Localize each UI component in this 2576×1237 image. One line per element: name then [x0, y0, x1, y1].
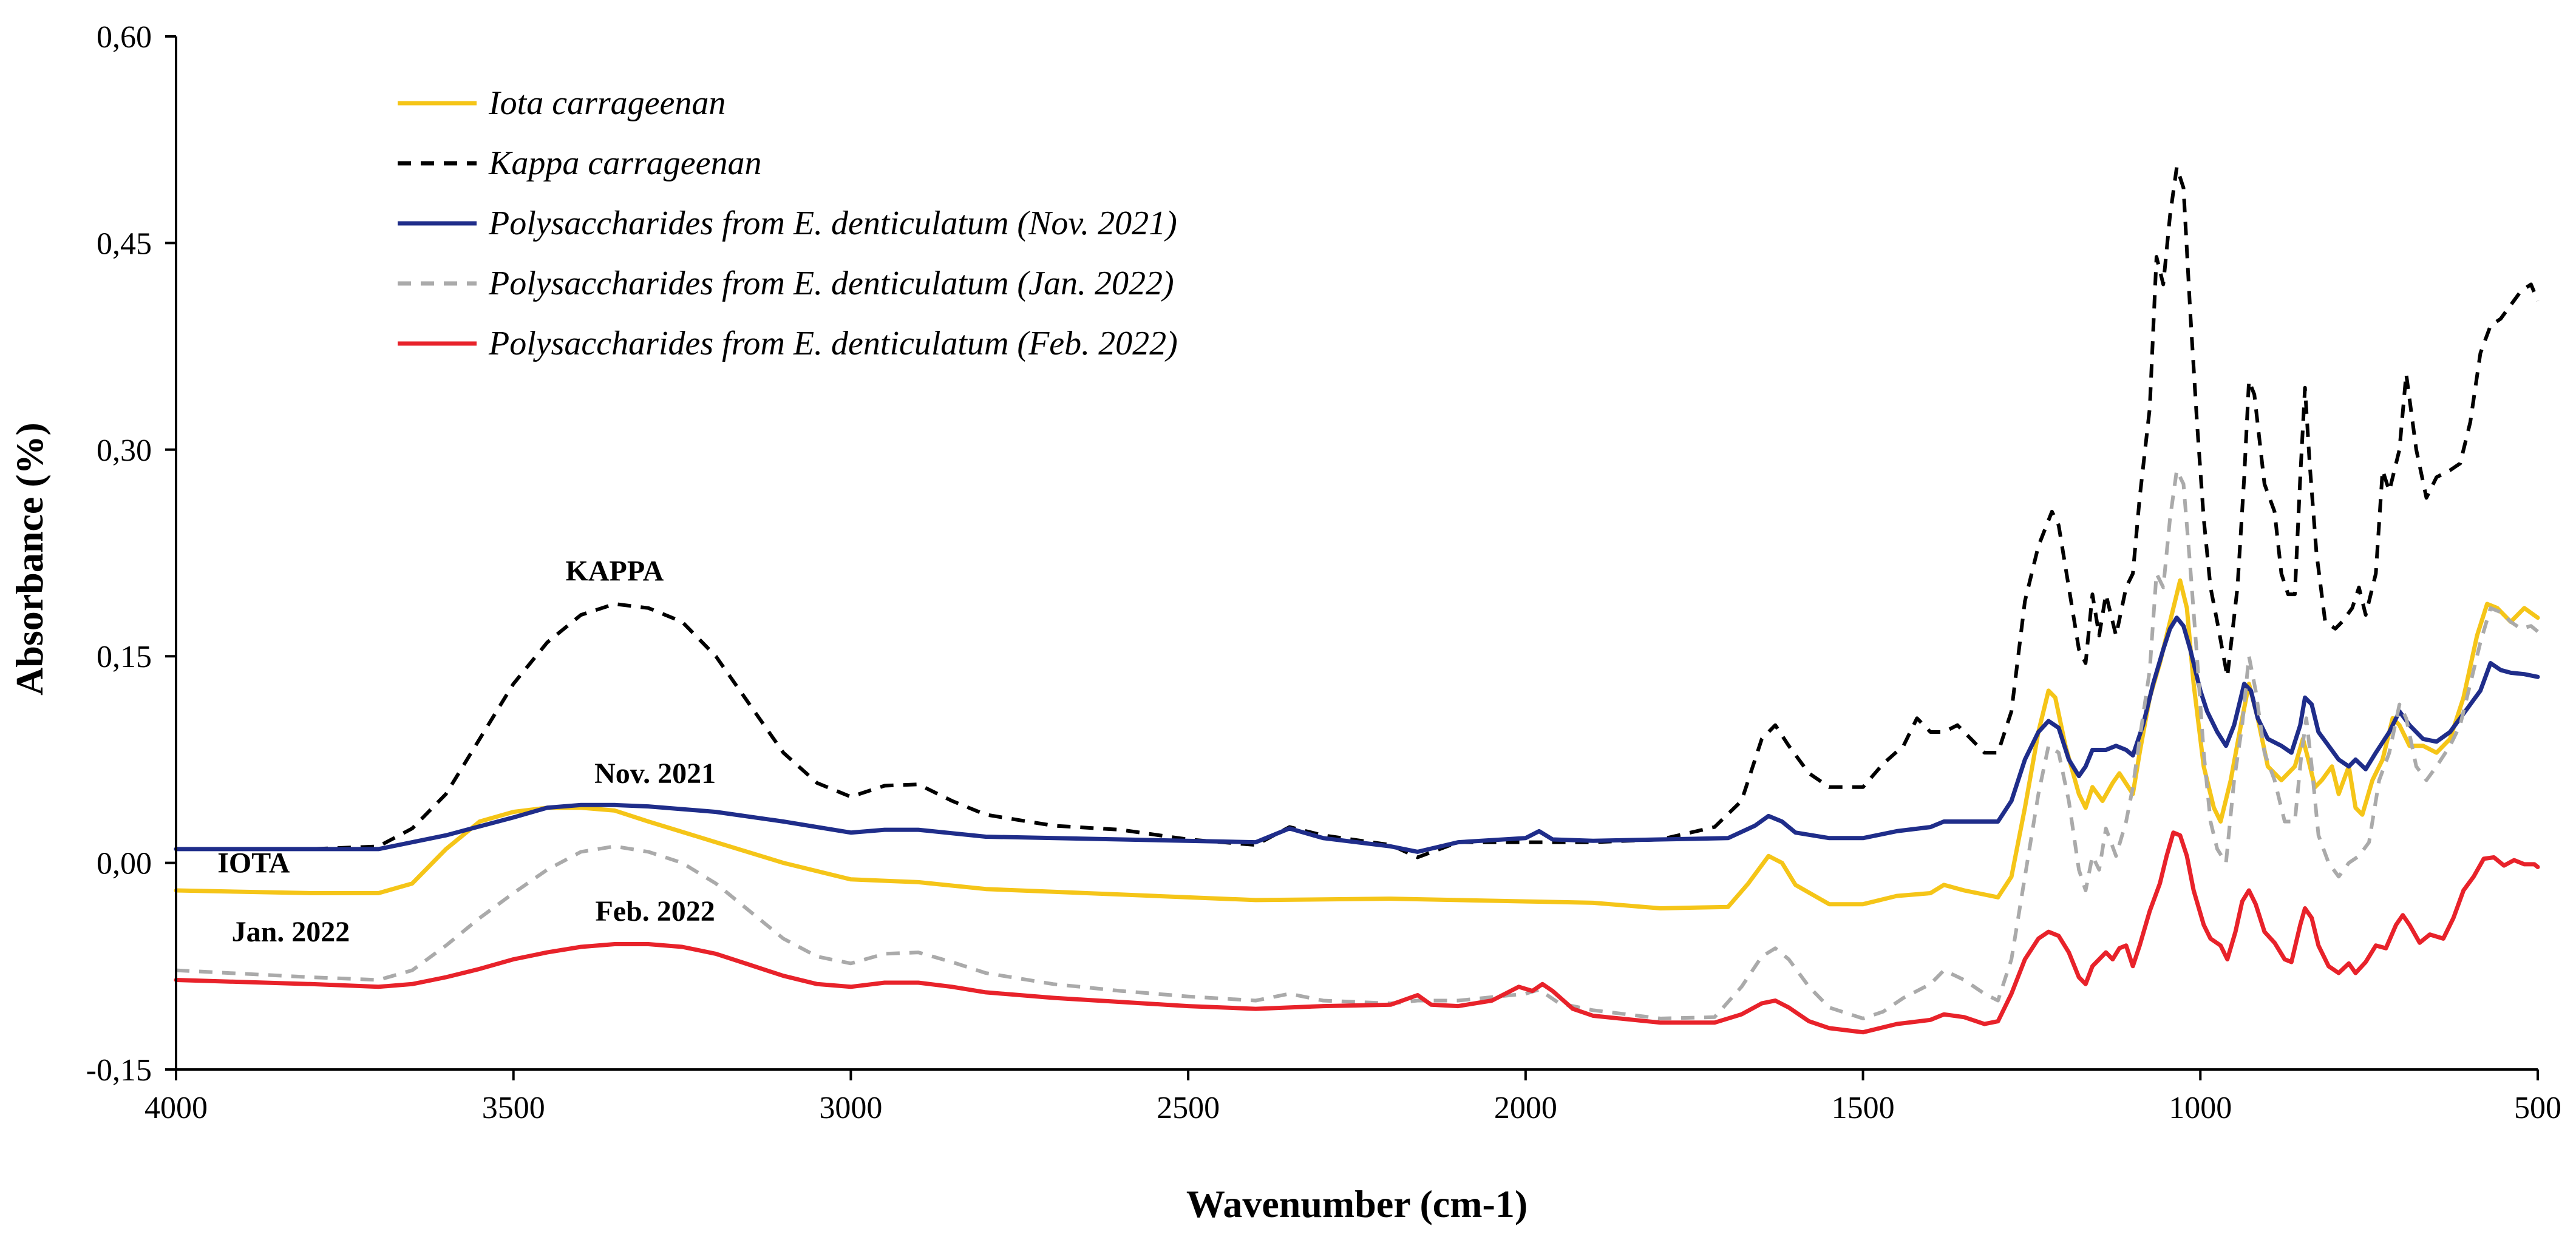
legend-label: Iota carrageenan — [488, 84, 726, 122]
x-tick-label: 500 — [2514, 1091, 2561, 1125]
annotations: KAPPA Nov. 2021 IOTA Jan. 2022 Feb. 2022 — [217, 555, 716, 948]
y-tick-label: 0,00 — [97, 847, 152, 881]
legend-label: Polysaccharides from E. denticulatum (Fe… — [488, 325, 1178, 362]
y-tick-label: 0,45 — [97, 226, 152, 261]
y-tick-label: -0,15 — [86, 1053, 152, 1088]
series-line-2 — [176, 165, 2540, 859]
axes: -0,15 0,00 0,15 0,30 0,45 0,60 4000 3500 3000 250… — [86, 20, 2561, 1125]
x-tick-label: 3000 — [819, 1091, 882, 1125]
legend-label: Polysaccharides from E. denticulatum (No… — [488, 205, 1177, 242]
x-tick-label: 1000 — [2169, 1091, 2232, 1125]
plot-area — [174, 165, 2540, 1035]
y-tick-label: 0,30 — [97, 433, 152, 468]
series-annotation: Jan. 2022 — [232, 916, 350, 948]
x-tick-label: 2000 — [1494, 1091, 1557, 1125]
x-axis-title: Wavenumber (cm-1) — [1186, 1182, 1528, 1225]
series-annotation: Feb. 2022 — [595, 895, 715, 927]
series-line-1 — [174, 578, 2540, 910]
series-annotation: KAPPA — [566, 555, 664, 587]
series-annotation: IOTA — [217, 847, 290, 879]
series-annotation: Nov. 2021 — [594, 757, 716, 790]
x-tick-label: 3500 — [482, 1091, 545, 1125]
legend: Iota carrageenan Kappa carrageenan Polysac… — [398, 84, 1178, 362]
y-tick-label: 0,15 — [97, 640, 152, 674]
series-line-5 — [174, 830, 2540, 1035]
x-tick-label: 1500 — [1832, 1091, 1895, 1125]
x-tick-label: 4000 — [144, 1091, 208, 1125]
legend-label: Kappa carrageenan — [488, 144, 762, 182]
series-line-4 — [175, 468, 2539, 1020]
legend-label: Polysaccharides from E. denticulatum (Ja… — [488, 265, 1174, 302]
y-axis-title: Absorbance (%) — [8, 422, 51, 696]
series-line-3 — [174, 615, 2540, 854]
x-tick-label: 2500 — [1157, 1091, 1220, 1125]
y-tick-label: 0,60 — [97, 20, 152, 55]
